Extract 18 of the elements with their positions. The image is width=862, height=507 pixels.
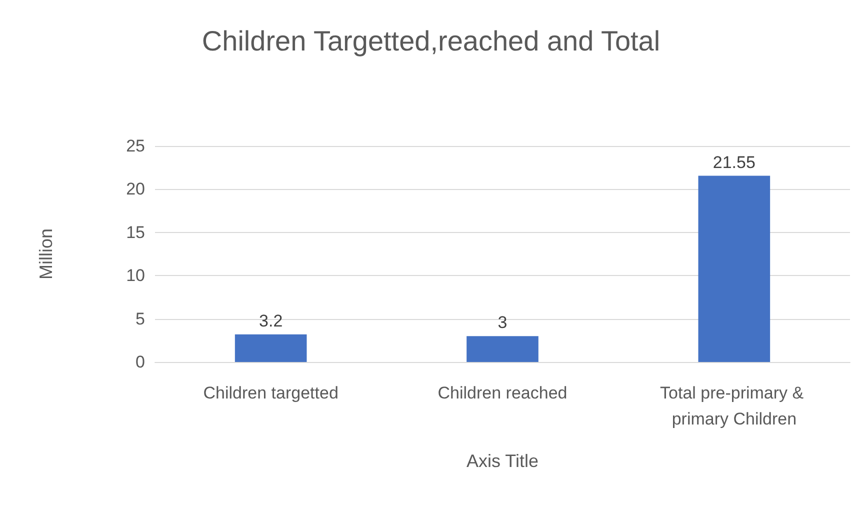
chart-title: Children Targetted,reached and Total	[202, 26, 660, 56]
x-tick-label: Children reached	[438, 384, 568, 402]
bar	[698, 176, 770, 362]
y-tick-label: 10	[126, 266, 145, 286]
data-label: 3	[498, 313, 508, 332]
x-tick-label: Total pre-primary & primary Children	[660, 384, 808, 428]
y-tick-label: 0	[136, 352, 145, 372]
bar	[234, 334, 307, 362]
bar	[466, 336, 538, 362]
y-tick-label: 20	[126, 180, 145, 199]
y-tick-label: 5	[136, 309, 145, 328]
data-label: 21.55	[712, 152, 756, 172]
y-tick-label: 25	[126, 136, 145, 156]
x-tick-label: Children targetted	[203, 384, 338, 402]
x-axis-title: Axis Title	[466, 451, 539, 471]
data-label: 3.2	[259, 311, 283, 330]
y-axis-title: Million	[36, 228, 56, 280]
y-tick-label: 15	[126, 222, 145, 242]
